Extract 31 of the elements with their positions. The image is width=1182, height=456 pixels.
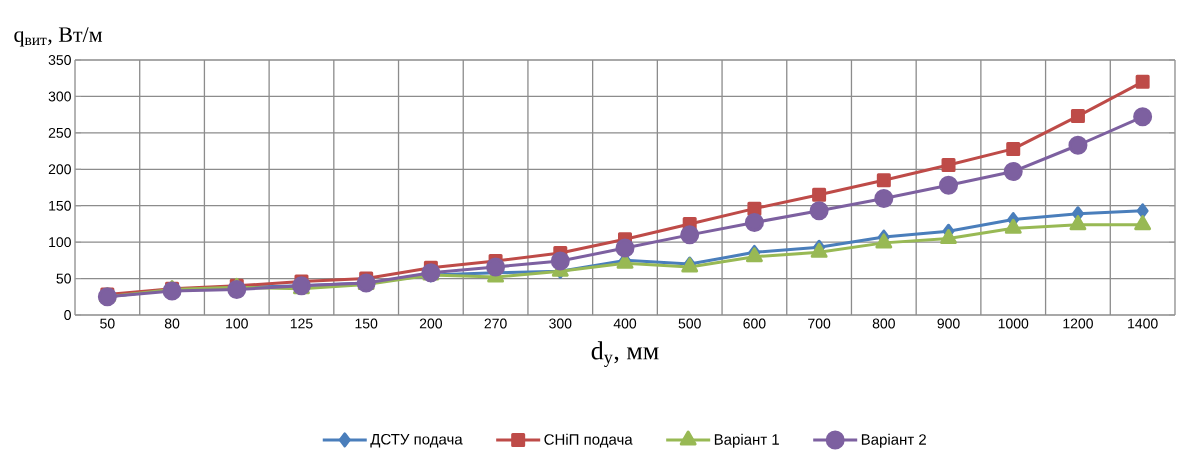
x-tick-label: 300 [549, 318, 572, 329]
legend-label: СНіП подача [544, 433, 633, 448]
x-tick-label: 150 [355, 318, 378, 329]
x-tick-label: 50 [100, 318, 115, 329]
y-tick-label: 350 [48, 55, 71, 65]
x-tick-label: 125 [290, 318, 313, 329]
y-tick-label: 300 [48, 91, 71, 102]
x-tick-label: 80 [164, 318, 180, 329]
x-tick-label: 500 [678, 318, 701, 329]
y-tick-label: 0 [64, 310, 71, 320]
x-tick-label: 400 [613, 318, 637, 329]
x-tick-label: 270 [484, 318, 507, 329]
legend-label: Варіант 2 [861, 433, 926, 448]
x-tick-label: 800 [872, 318, 895, 329]
x-tick-label: 1000 [998, 318, 1029, 329]
x-tick-label: 200 [419, 318, 443, 329]
y-tick-label: 150 [49, 200, 71, 211]
x-tick-label: 1400 [1128, 318, 1158, 329]
legend-label: Варіант 1 [714, 433, 779, 448]
y-axis-title: q$_{вит}$, Вт/м [14, 27, 103, 47]
y-tick-label: 200 [48, 164, 71, 175]
legend-label: ДСТУ подача [370, 433, 463, 448]
x-tick-label: 1200 [1063, 318, 1093, 329]
x-axis-title: d$_{у}$, мм [591, 341, 659, 368]
x-tick-label: 100 [226, 318, 248, 329]
y-tick-label: 100 [49, 237, 71, 248]
x-tick-label: 700 [808, 318, 831, 329]
y-tick-label: 250 [48, 127, 71, 138]
x-tick-label: 900 [937, 318, 960, 329]
x-tick-label: 600 [743, 318, 766, 329]
y-tick-label: 50 [56, 273, 71, 284]
